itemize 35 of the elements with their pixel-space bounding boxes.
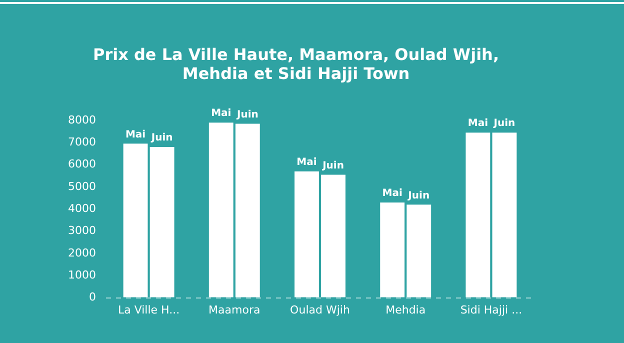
- y-tick-label: 7000: [68, 135, 96, 148]
- bar: [466, 132, 490, 298]
- y-tick-label: 4000: [68, 202, 96, 215]
- y-tick-label: 2000: [68, 246, 96, 260]
- bar: [321, 174, 346, 298]
- bar: [406, 204, 432, 298]
- text: Mai: [125, 129, 146, 140]
- text: Mai: [211, 108, 232, 120]
- y-tick-label: 1000: [68, 268, 96, 282]
- y-tick-label: 0: [88, 290, 96, 304]
- x-tick-label: Sidi Hajji ...: [460, 303, 522, 316]
- x-tick-label: Maamora: [208, 303, 260, 316]
- text: Juin: [494, 118, 516, 130]
- text: Juin: [408, 190, 430, 202]
- bar: [150, 147, 174, 298]
- text: Mai: [296, 156, 317, 168]
- bar: [294, 171, 319, 298]
- chart-title: Prix de La Ville Haute, Maamora, Oulad Wjih, Mehdia et Sidi Hajji Town: [92, 44, 500, 83]
- bar: [208, 122, 234, 298]
- text: Juin: [322, 160, 344, 172]
- series-label: Mai: [468, 118, 488, 130]
- y-tick-label: 3000: [68, 224, 96, 238]
- bar: [380, 202, 405, 298]
- y-tick-label: 6000: [68, 158, 96, 171]
- y-tick-label: 5000: [68, 180, 96, 193]
- bar: [235, 124, 260, 298]
- y-tick-label: 8000: [68, 113, 96, 126]
- bar: [123, 144, 148, 298]
- x-tick-label: Mehdia: [386, 303, 426, 316]
- series-label: Juin: [150, 132, 173, 144]
- x-tick-label: Oulad Wjih: [290, 303, 350, 316]
- bar: [492, 132, 517, 298]
- x-tick-label: La Ville H...: [118, 303, 180, 316]
- text: Mai: [382, 188, 402, 200]
- text: Juin: [236, 109, 258, 120]
